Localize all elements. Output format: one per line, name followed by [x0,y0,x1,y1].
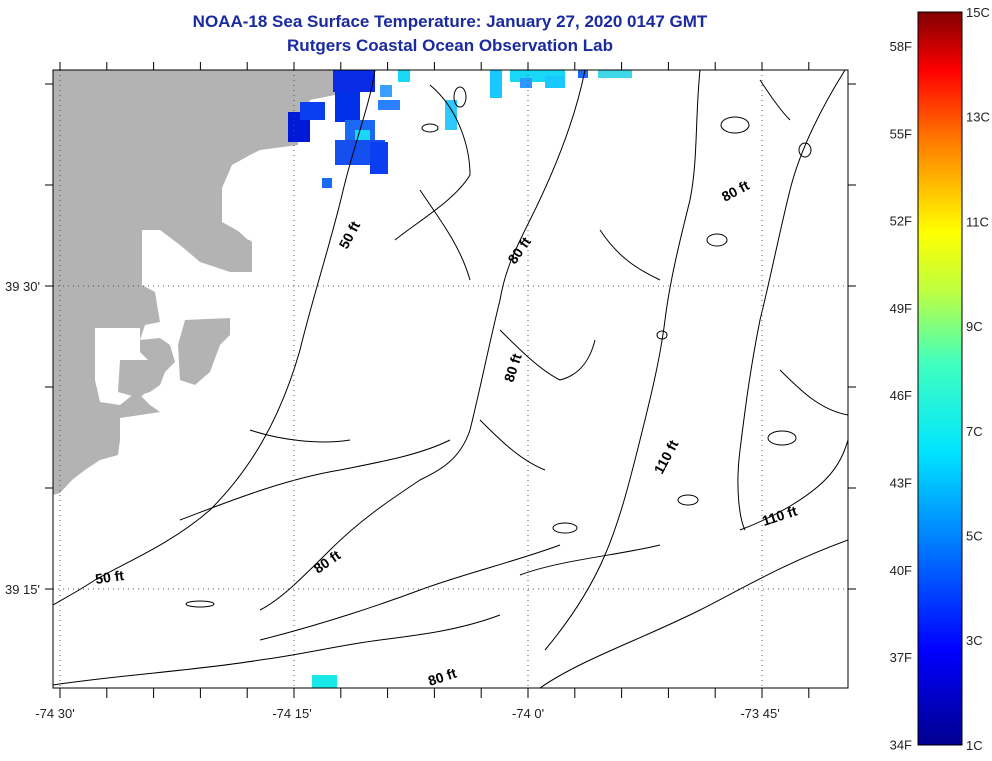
depth-contours [53,70,848,688]
colorbar-c-label: 5C [966,529,983,544]
colorbar-f-label: 55F [890,126,912,141]
y-tick-label: 39 30' [5,279,40,294]
colorbar-c-label: 13C [966,110,990,125]
land-area [118,360,160,398]
map-title: NOAA-18 Sea Surface Temperature: January… [192,12,708,31]
x-tick-label: -74 0' [512,706,544,721]
colorbar-f-label: 58F [890,39,912,54]
graticule [53,70,848,688]
colorbar-f-labels: 58F 55F 52F 49F 46F 43F 40F 37F 34F [890,39,912,752]
colorbar-c-label: 1C [966,738,983,753]
x-tick-label: -74 30' [35,706,74,721]
axis-ticks [45,62,856,698]
land-area [232,200,270,240]
y-tick-label: 39 15' [5,582,40,597]
x-tick-label: -73 45' [740,706,779,721]
map-subtitle: Rutgers Coastal Ocean Observation Lab [287,36,613,55]
colorbar [917,11,963,746]
colorbar-f-label: 40F [890,563,912,578]
contour-label: 50 ft [94,567,125,587]
colorbar-f-label: 49F [890,301,912,316]
land-area [178,318,230,385]
colorbar-f-label: 46F [890,388,912,403]
colorbar-f-label: 52F [890,214,912,229]
colorbar-f-label: 34F [890,737,912,752]
x-tick-label: -74 15' [272,706,311,721]
colorbar-f-label: 37F [890,650,912,665]
depth-contour-islands [185,86,812,608]
sst-pixels [288,70,632,688]
colorbar-c-label: 3C [966,633,983,648]
colorbar-c-label: 11C [966,214,989,229]
colorbar-c-label: 9C [966,319,983,334]
colorbar-c-label: 15C [966,5,990,20]
colorbar-f-label: 43F [890,476,912,491]
colorbar-c-labels: 15C 13C 11C 9C 7C 5C 3C 1C [966,5,990,753]
colorbar-c-label: 7C [966,424,983,439]
